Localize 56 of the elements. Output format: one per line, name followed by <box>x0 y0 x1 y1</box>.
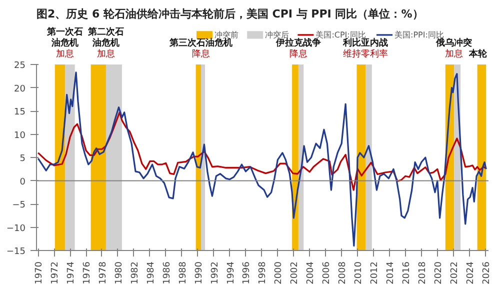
x-tick-label: 2014 <box>386 261 396 284</box>
x-tick-label: 1980 <box>114 261 124 284</box>
text: 降息 <box>289 48 308 60</box>
x-tick-label: 1996 <box>242 261 252 284</box>
x-tick-label: 2002 <box>290 262 300 284</box>
text: 俄乌冲突 <box>435 38 472 48</box>
chart-title: 图2、历史 6 轮石油供给冲击与本轮前后，美国 CPI 与 PPI 同比（单位：%） <box>36 8 424 20</box>
x-tick-label: 2022 <box>450 262 460 284</box>
text: 本轮 <box>468 48 488 60</box>
x-tick-label: 1990 <box>194 261 204 284</box>
x-tick-label: 1986 <box>162 261 172 284</box>
legend-label: 美国:PPI:同比 <box>394 30 444 40</box>
x-tick-label: 1994 <box>226 261 236 284</box>
x-tick-label: 1976 <box>82 261 93 284</box>
y-tick-label: 15 <box>14 108 26 118</box>
text: 伊拉克战争 <box>274 38 321 48</box>
y-tick-label: 25 <box>14 61 26 71</box>
legend-label: 冲突前 <box>214 30 238 40</box>
x-tick-label: 1998 <box>258 261 268 284</box>
x-tick-label: 2000 <box>274 261 284 284</box>
x-tick-label: 1992 <box>210 262 220 284</box>
text: 加息 <box>56 48 74 60</box>
x-tick-label: 2024 <box>466 261 476 284</box>
x-tick-label: 2004 <box>306 261 316 284</box>
legend-label: 冲突后 <box>265 30 290 40</box>
x-tick-label: 1982 <box>130 262 140 284</box>
x-tick-label: 2008 <box>338 261 348 284</box>
x-tick-label: 2018 <box>418 261 428 284</box>
x-tick-label: 2020 <box>434 261 444 284</box>
text: 第一次石油危机 <box>46 26 84 48</box>
y-tick-label: −15 <box>6 247 26 257</box>
x-tick-label: 1978 <box>98 261 108 284</box>
y-tick-label: 0 <box>20 177 26 188</box>
x-tick-label: 2016 <box>402 261 412 284</box>
legend-label: 美国:CPI:同比 <box>316 30 366 40</box>
text: 降息 <box>192 48 210 60</box>
text: 第三次石油危机 <box>168 38 233 48</box>
x-tick-label: 2010 <box>354 261 364 284</box>
y-tick-label: 20 <box>14 84 26 94</box>
text: 利比亚内战 <box>342 38 388 48</box>
text: 加息 <box>445 48 464 60</box>
x-tick-label: 1974 <box>66 261 77 284</box>
x-tick-label: 2026 <box>482 261 492 284</box>
x-tick-label: 1972 <box>50 262 61 284</box>
x-tick-label: 1988 <box>178 261 188 284</box>
text: 加息 <box>96 48 115 60</box>
x-tick-label: 2006 <box>322 261 332 284</box>
y-tick-label: −5 <box>12 200 26 210</box>
text: 第二次石油危机 <box>86 26 124 48</box>
y-tick-label: −10 <box>6 224 26 234</box>
x-tick-label: 2012 <box>370 262 380 284</box>
y-tick-label: 10 <box>14 130 26 141</box>
y-tick-label: 5 <box>20 154 26 164</box>
x-tick-label: 1970 <box>34 261 45 284</box>
x-tick-label: 1984 <box>146 261 156 284</box>
text: 维持零利率 <box>343 48 388 60</box>
